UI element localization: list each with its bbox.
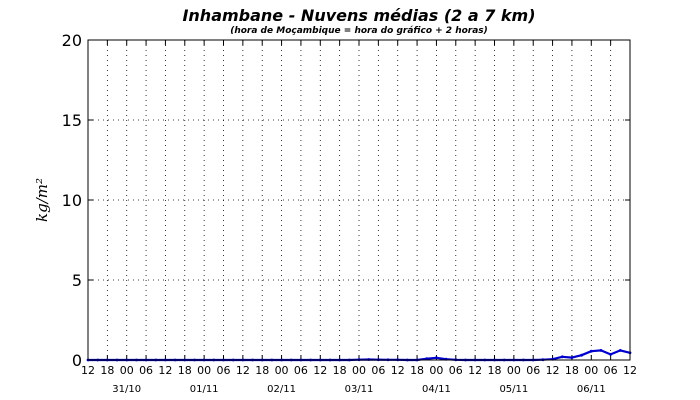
x-axis-ticks: 12 18 00 06 12 18 00 06 12 18 00 06 12 18 00 06 12 18 00 06…	[81, 40, 637, 377]
x-tick-label: 00	[507, 364, 521, 377]
x-tick-label: 18	[488, 364, 502, 377]
x-tick-label: 12	[391, 364, 405, 377]
y-axis-ticks: 0 5 10 15 20	[62, 31, 630, 370]
x-tick-label: 06	[526, 364, 540, 377]
data-point	[589, 349, 593, 353]
x-tick-label: 12	[236, 364, 250, 377]
x-tick-label: 12	[81, 364, 95, 377]
x-tick-label: 06	[139, 364, 153, 377]
x-tick-label: 12	[546, 364, 560, 377]
x-tick-label: 18	[410, 364, 424, 377]
y-tick-label: 15	[62, 111, 82, 130]
x-tick-label: 06	[604, 364, 618, 377]
x-tick-label: 18	[255, 364, 269, 377]
x-tick-label: 00	[584, 364, 598, 377]
x-tick-label: 18	[178, 364, 192, 377]
x-tick-label: 06	[294, 364, 308, 377]
x-tick-label: 12	[623, 364, 637, 377]
date-labels: 31/10 01/11 02/11 03/11 04/11 05/11 06/11	[112, 384, 605, 395]
data-point	[609, 353, 612, 356]
x-tick-label: 06	[449, 364, 463, 377]
y-tick-label: 10	[62, 191, 82, 210]
y-tick-label: 0	[72, 351, 82, 370]
date-label: 01/11	[190, 384, 219, 395]
x-tick-label: 00	[275, 364, 289, 377]
y-axis-label: kg/m²	[33, 178, 51, 222]
x-tick-label: 00	[120, 364, 134, 377]
y-tick-label: 20	[62, 31, 82, 50]
date-label: 04/11	[422, 384, 451, 395]
date-label: 31/10	[112, 384, 141, 395]
plot-frame	[87, 39, 631, 361]
x-tick-label: 12	[158, 364, 172, 377]
data-point	[618, 349, 622, 352]
data-point	[560, 355, 564, 359]
x-tick-label: 00	[352, 364, 366, 377]
x-tick-label: 18	[565, 364, 579, 377]
data-point	[580, 353, 583, 357]
date-label: 02/11	[267, 384, 296, 395]
date-label: 03/11	[345, 384, 374, 395]
y-tick-label: 5	[72, 271, 82, 290]
date-label: 05/11	[499, 384, 528, 395]
data-point	[570, 356, 574, 359]
data-point	[599, 349, 603, 352]
x-tick-label: 12	[313, 364, 327, 377]
data-point	[425, 357, 429, 361]
x-tick-label: 18	[333, 364, 347, 377]
chart-title: Inhambane - Nuvens médias (2 a 7 km)	[182, 6, 535, 25]
grid-lines	[88, 40, 630, 360]
x-tick-label: 12	[468, 364, 482, 377]
chart-subtitle: (hora de Moçambique = hora do gráfico + …	[230, 26, 488, 36]
x-tick-label: 00	[429, 364, 443, 377]
data-point	[435, 356, 438, 360]
x-tick-label: 06	[371, 364, 385, 377]
date-label: 06/11	[577, 384, 606, 395]
x-tick-label: 06	[217, 364, 231, 377]
x-tick-label: 18	[100, 364, 114, 377]
x-tick-label: 00	[197, 364, 211, 377]
